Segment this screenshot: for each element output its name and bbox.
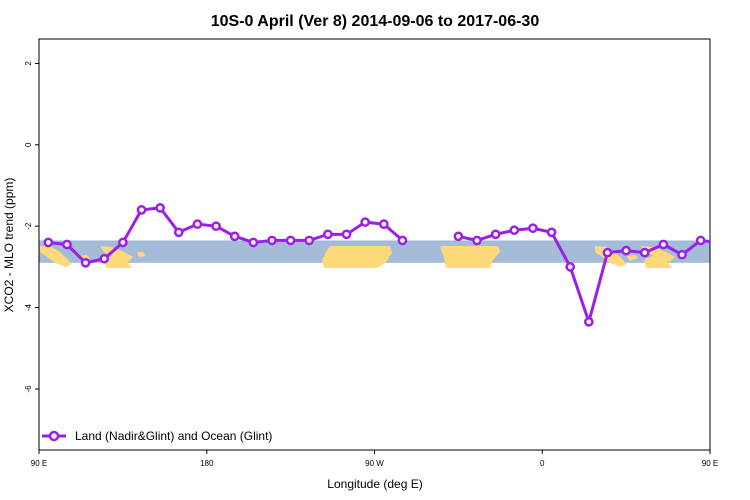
data-point <box>695 235 706 246</box>
data-point <box>304 235 315 246</box>
data-point <box>43 237 54 248</box>
data-point <box>509 225 520 236</box>
legend: Land (Nadir&Glint) and Ocean (Glint) <box>42 429 272 443</box>
y-tick-label: 0 <box>24 142 33 147</box>
data-point <box>378 219 389 230</box>
x-tick-label: 180 <box>200 459 214 468</box>
x-tick-label: 90 W <box>365 459 384 468</box>
land-south-america <box>322 246 392 268</box>
data-point <box>716 239 723 246</box>
data-point <box>397 235 408 246</box>
data-point <box>565 262 576 272</box>
land-new-guinea <box>100 246 133 262</box>
land-islands-b <box>137 252 145 257</box>
y-tick-label: 2 <box>24 61 33 66</box>
y-axis: 2 0 -2 -4 -6 <box>24 61 39 393</box>
land-islands-c <box>627 255 638 261</box>
map-band <box>39 240 710 268</box>
series-line <box>456 226 710 324</box>
land-indonesia-west <box>40 246 72 267</box>
y-tick-label: -6 <box>24 385 33 393</box>
data-point <box>734 241 741 248</box>
data-point <box>99 253 110 264</box>
x-axis-label: Longitude (deg E) <box>327 477 422 491</box>
data-point <box>267 235 277 246</box>
data-point <box>155 203 166 213</box>
data-point <box>490 229 501 240</box>
data-point <box>639 247 650 258</box>
land-africa <box>440 246 500 268</box>
data-point <box>192 219 203 230</box>
x-tick-label: 90 E <box>702 459 718 468</box>
land-australia-north-repeat <box>644 256 672 268</box>
data-point <box>453 231 464 242</box>
data-point <box>118 237 128 248</box>
data-point <box>80 257 91 268</box>
data-point <box>472 235 482 246</box>
x-axis: 90 E 180 90 W 0 90 E <box>31 450 718 468</box>
data-point <box>658 239 669 250</box>
legend-marker <box>48 430 60 442</box>
legend-label: Land (Nadir&Glint) and Ocean (Glint) <box>75 429 272 443</box>
series-layer <box>43 203 741 327</box>
data-point <box>360 217 371 227</box>
data-point <box>285 235 296 246</box>
data-point <box>248 237 259 248</box>
data-point <box>528 223 538 234</box>
data-point <box>136 205 147 215</box>
data-point <box>229 231 240 242</box>
y-tick-label: -4 <box>24 303 33 311</box>
data-point <box>62 239 72 250</box>
chart-title: 10S-0 April (Ver 8) 2014-09-06 to 2017-0… <box>211 13 540 30</box>
data-point <box>211 221 221 232</box>
y-tick-label: -2 <box>24 222 33 230</box>
data-point <box>677 249 687 260</box>
data-point <box>602 247 613 258</box>
y-axis-label: XCO2 - MLO trend (ppm) <box>2 178 16 313</box>
data-point <box>546 227 557 238</box>
data-point <box>621 245 631 256</box>
data-point <box>323 229 333 240</box>
data-point <box>583 316 594 327</box>
x-tick-label: 90 E <box>31 459 47 468</box>
x-tick-label: 0 <box>540 459 545 468</box>
land-australia-north <box>104 256 132 268</box>
data-point <box>341 229 352 240</box>
data-point <box>173 227 184 238</box>
